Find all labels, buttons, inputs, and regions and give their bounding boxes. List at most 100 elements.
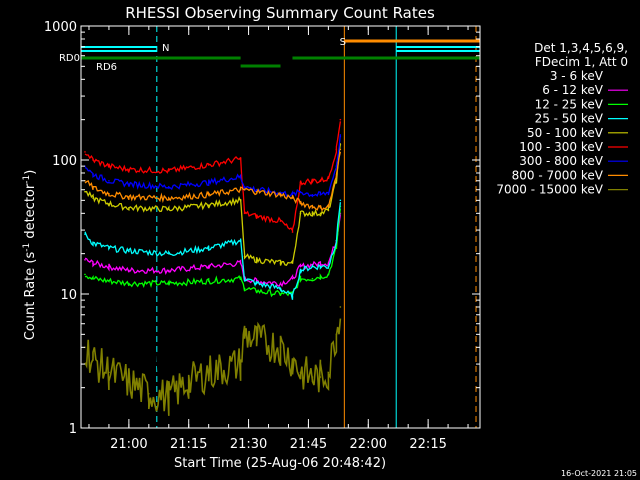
series-7000-15000-kev xyxy=(84,306,342,416)
series-6-12-kev-point-11 xyxy=(299,265,302,268)
series-12-25-kev-point-15 xyxy=(335,247,338,249)
series-7000-15000-kev-point-6 xyxy=(187,381,190,383)
series-50-100-kev-point-7 xyxy=(243,255,246,258)
series-300-800-kev-point-16 xyxy=(339,135,342,138)
series-50-100-kev xyxy=(84,143,342,266)
series-25-50-kev-point-1 xyxy=(92,242,94,244)
series-25-50-kev-point-12 xyxy=(311,265,314,268)
series-300-800-kev-point-3 xyxy=(128,183,130,185)
series-7000-15000-kev-point-17 xyxy=(335,333,338,336)
series-7000-15000-kev-line xyxy=(84,318,342,416)
chart-title: RHESSI Observing Summary Count Rates xyxy=(125,4,435,22)
y-axis-label-end: ) xyxy=(23,170,38,175)
series-3-6-kev-point-1 xyxy=(92,346,94,349)
x-tick-label-2200: 22:00 xyxy=(350,437,387,452)
series-800-7000-kev-point-10 xyxy=(291,197,294,199)
legend-label-100-300-kev: 100 - 300 keV xyxy=(519,140,603,154)
series-3-6-kev-point-3 xyxy=(128,363,130,365)
series-7000-15000-kev-point-3 xyxy=(128,381,130,383)
series-25-50-kev-point-8 xyxy=(255,282,258,285)
series-12-25-kev-point-12 xyxy=(311,277,314,280)
state-label-n: N xyxy=(162,43,169,54)
series-12-25-kev-point-7 xyxy=(243,287,246,290)
legend-label-25-50-kev: 25 - 50 keV xyxy=(535,112,604,126)
series-7000-15000-kev-point-13 xyxy=(299,371,302,374)
series-7000-15000-kev-point-2 xyxy=(108,371,110,374)
series-100-300-kev-point-8 xyxy=(255,215,258,218)
series-300-800-kev-point-2 xyxy=(108,179,110,182)
series-300-800-kev-point-4 xyxy=(167,186,170,188)
series-100-300-kev-point-12 xyxy=(311,179,314,182)
series-25-50-kev-point-5 xyxy=(207,247,210,249)
series-800-7000-kev-point-4 xyxy=(167,197,170,199)
legend-label-7000-15000-kev: 7000 - 15000 keV xyxy=(496,183,603,197)
series-6-12-kev-point-6 xyxy=(239,262,242,264)
series-25-50-kev-point-16 xyxy=(339,199,342,202)
series-25-50-kev-point-10 xyxy=(291,296,294,298)
series-12-25-kev-point-3 xyxy=(128,282,130,285)
series-300-800-kev-point-6 xyxy=(239,175,242,178)
series-300-800-kev-point-15 xyxy=(335,165,338,167)
y-tick-label-1: 1 xyxy=(69,422,77,437)
series-25-50-kev-point-4 xyxy=(167,252,170,255)
y-axis-label-mid: detector xyxy=(23,183,38,243)
series-12-25-kev-point-5 xyxy=(207,280,210,282)
series-6-12-kev-point-0 xyxy=(84,258,86,261)
series-7000-15000-kev-point-5 xyxy=(167,396,170,398)
series-100-300-kev-point-6 xyxy=(239,158,242,160)
series-6-12-kev-point-10 xyxy=(291,277,294,280)
series-100-300-kev-point-16 xyxy=(339,118,342,121)
series-3-6-kev-point-5 xyxy=(207,354,210,356)
legend-label-6-12-kev: 6 - 12 keV xyxy=(542,83,604,97)
series-3-6-kev-point-9 xyxy=(279,333,282,336)
series-6-12-kev-point-2 xyxy=(108,265,110,268)
y-axis-label: Count Rate (s-1 detector-1) xyxy=(22,170,38,341)
series-6-12-kev-point-4 xyxy=(167,269,170,272)
x-axis-label: Start Time (25-Aug-06 20:48:42) xyxy=(174,456,386,471)
series-100-300-kev-point-2 xyxy=(108,165,110,167)
series-50-100-kev-point-8 xyxy=(255,258,258,261)
series-800-7000-kev-point-1 xyxy=(92,187,94,189)
series-800-7000-kev-point-15 xyxy=(335,175,338,178)
state-label-rd0: RD0 xyxy=(59,53,80,64)
series-3-6-kev-point-13 xyxy=(319,354,322,356)
series-300-800-kev-point-7 xyxy=(243,186,246,188)
x-tick-label-2145: 21:45 xyxy=(290,437,327,452)
y-tick-label-100: 100 xyxy=(52,154,77,169)
series-50-100-kev-point-6 xyxy=(239,199,242,202)
series-12-25-kev-point-8 xyxy=(255,290,258,292)
series-800-7000-kev-point-11 xyxy=(299,201,302,204)
series-25-50-kev-point-15 xyxy=(335,239,338,242)
y-axis-label-main: Count Rate (s xyxy=(23,252,38,341)
series-3-6-kev-point-11 xyxy=(299,354,302,356)
series-7000-15000-kev-point-18 xyxy=(339,306,342,308)
series-100-300-kev-line xyxy=(84,121,342,233)
series-6-12-kev-point-9 xyxy=(279,282,282,285)
series-3-6-kev-point-6 xyxy=(239,349,242,352)
series-800-7000-kev-point-7 xyxy=(243,188,246,191)
series-7000-15000-kev-point-7 xyxy=(207,371,210,374)
series-100-300-kev-point-1 xyxy=(92,159,94,161)
series-25-50-kev-point-7 xyxy=(243,277,246,280)
series-300-800-kev-point-14 xyxy=(327,191,330,194)
series-50-100-kev-point-5 xyxy=(207,204,210,206)
plot-frame xyxy=(80,25,481,429)
series-7000-15000-kev-point-1 xyxy=(92,359,94,362)
legend-label-800-7000-kev: 800 - 7000 keV xyxy=(512,168,604,182)
y-tick-label-10: 10 xyxy=(60,288,77,303)
series-50-100-kev-point-13 xyxy=(319,212,322,215)
series-7000-15000-kev-point-11 xyxy=(279,346,282,349)
series-300-800-kev-point-13 xyxy=(319,193,322,196)
series-25-50-kev-point-2 xyxy=(108,247,110,249)
series-800-7000-kev-point-9 xyxy=(279,193,282,196)
series-100-300-kev-point-9 xyxy=(279,220,282,222)
series-6-12-kev-point-14 xyxy=(327,262,330,264)
series-50-100-kev-point-11 xyxy=(299,212,302,215)
series-50-100-kev-point-14 xyxy=(327,209,330,212)
series-100-300-kev-point-7 xyxy=(243,212,246,215)
series-7000-15000-kev-point-4 xyxy=(148,392,150,395)
legend-label-300-800-kev: 300 - 800 keV xyxy=(519,154,603,168)
series-50-100-kev-point-12 xyxy=(311,212,314,215)
series-25-50-kev-point-14 xyxy=(327,265,330,268)
series-100-300-kev-point-11 xyxy=(299,181,302,184)
